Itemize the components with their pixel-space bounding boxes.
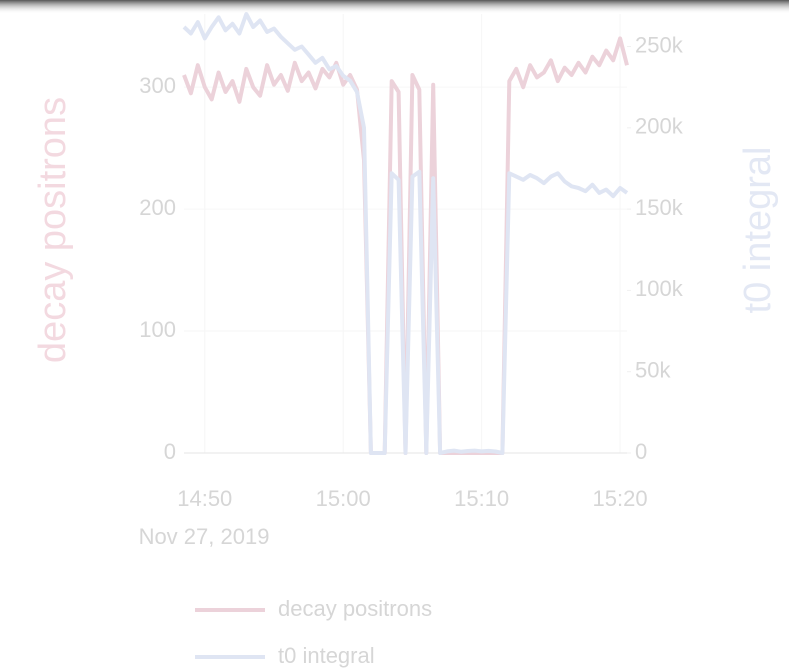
y-tick-label: 100 [139, 317, 176, 342]
x-tick-label: 14:50 [177, 486, 232, 511]
y2-tick-label: 150k [635, 195, 684, 220]
top-shadow [0, 0, 789, 14]
y-axis-label: decay positrons [32, 97, 74, 363]
line-series [182, 12, 629, 455]
x-tick-label: 15:10 [454, 486, 509, 511]
y2-axis-label: t0 integral [737, 147, 779, 314]
y2-tick-label: 250k [635, 32, 684, 57]
x-tick-label: 15:00 [316, 486, 371, 511]
y-tick-label: 200 [139, 195, 176, 220]
x-date-label: Nov 27, 2019 [139, 524, 270, 549]
y2-tick-label: 50k [635, 358, 671, 383]
legend-label: t0 integral [278, 643, 375, 668]
y2-tick-label: 200k [635, 114, 684, 139]
y-tick-label: 300 [139, 73, 176, 98]
y-tick-label: 0 [164, 439, 176, 464]
y2-tick-label: 100k [635, 276, 684, 301]
y2-tick-label: 0 [635, 439, 647, 464]
x-tick-label: 15:20 [593, 486, 648, 511]
legend-label: decay positrons [278, 596, 432, 621]
